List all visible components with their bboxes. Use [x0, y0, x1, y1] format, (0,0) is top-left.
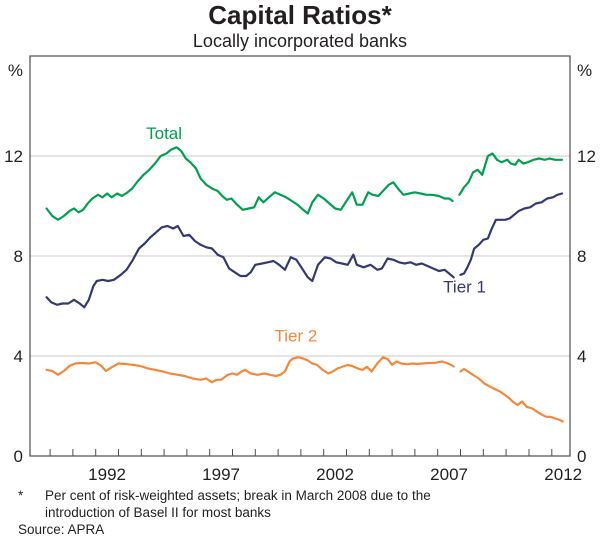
y-axis-label-right-0: 0: [577, 447, 586, 466]
tier-2-line-segment-2: [459, 367, 564, 423]
chart-title: Capital Ratios*: [208, 0, 392, 30]
tier-2-series-label: Tier 2: [274, 327, 317, 346]
y-axis-label-left-0: 0: [14, 447, 23, 466]
y-axis-label-left-4: 4: [14, 347, 23, 366]
x-axis-label-2012: 2012: [544, 465, 582, 484]
x-axis-label-1992: 1992: [88, 465, 126, 484]
tier-1-line-segment-1: [45, 224, 455, 309]
source-line: Source: APRA: [18, 522, 105, 537]
x-axis-label-2007: 2007: [430, 465, 468, 484]
plot-frame: [29, 55, 571, 457]
footnote-line-1: Per cent of risk-weighted assets; break …: [45, 488, 431, 503]
tier-1-line-segment-2: [459, 192, 564, 276]
x-axis-label-1997: 1997: [202, 465, 240, 484]
total-series-label: Total: [146, 124, 182, 143]
total-line-segment-1: [45, 146, 454, 221]
y-axis-label-right-12: 12: [577, 147, 596, 166]
y-axis-unit-right: %: [577, 61, 592, 80]
y-axis-label-left-12: 12: [4, 147, 23, 166]
tier-1-series-label: Tier 1: [443, 277, 486, 296]
y-axis-label-right-4: 4: [577, 347, 586, 366]
tier-2-line-segment-1: [45, 356, 455, 384]
total-line-segment-2: [458, 152, 564, 196]
y-axis-label-right-8: 8: [577, 247, 586, 266]
footnote-asterisk: *: [18, 488, 24, 503]
footnote-text: Per cent of risk-weighted assets; break …: [45, 487, 592, 521]
footnote-line-2: introduction of Basel II for most banks: [45, 505, 271, 520]
chart-subtitle: Locally incorporated banks: [192, 31, 408, 51]
footnote: * Per cent of risk-weighted assets; brea…: [18, 487, 592, 538]
x-axis-label-2002: 2002: [316, 465, 354, 484]
y-axis-unit-left: %: [8, 61, 23, 80]
y-axis-label-left-8: 8: [14, 247, 23, 266]
